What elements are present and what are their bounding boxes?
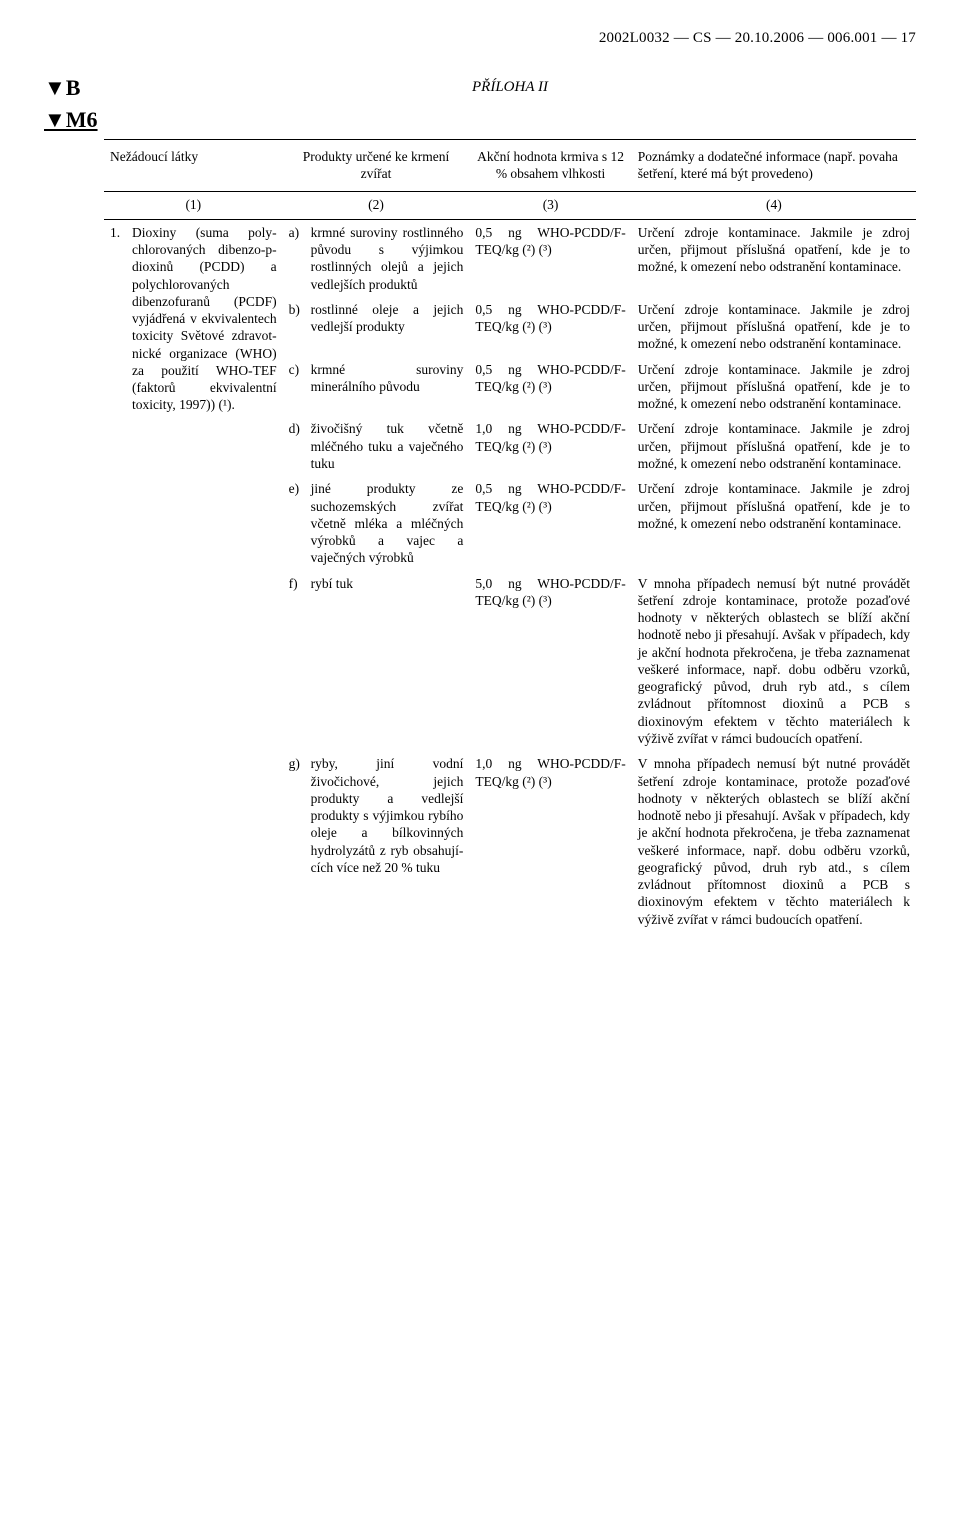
substance-text: Dioxiny (suma poly­chlorovaných dibenzo-… [132,224,277,414]
table-header-row: Nežádoucí látky Produkty určené ke krmen… [104,140,916,192]
product-text: rybí tuk [311,575,464,592]
cell-product: d) živočišný tuk včetně mléčného tuku a … [283,416,470,476]
cell-note: Určení zdroje kontaminace. Jakmile je zd… [632,357,916,417]
cell-value: 1,0 ng WHO-PCDD/F-TEQ/kg (²) (³) [469,751,631,932]
cell-product: g) ryby, jiní vodní živočichové, jejich … [283,751,470,932]
table-container: Nežádoucí látky Produkty určené ke krmen… [44,139,916,932]
th-substances: Nežádoucí látky [104,140,283,192]
product-letter: a) [289,224,305,293]
product-letter: e) [289,480,305,566]
cell-value: 5,0 ng WHO-PCDD/F-TEQ/kg (²) (³) [469,571,631,752]
substance-number: 1. [110,224,126,414]
top-row: ▼B PŘÍLOHA II [44,75,916,101]
colnum-2: (2) [283,191,470,219]
product-text: krmné suroviny minerálního původu [311,361,464,396]
product-text: rostlinné oleje a jejich vedlejší produk… [311,301,464,336]
cell-product: e) jiné produkty ze suchozemských zvířat… [283,476,470,570]
cell-value: 1,0 ng WHO-PCDD/F-TEQ/kg (²) (³) [469,416,631,476]
product-letter: c) [289,361,305,396]
cell-product: a) krmné suroviny rostlinného původu s v… [283,219,470,297]
annex-title: PŘÍLOHA II [104,79,916,101]
th-action-value: Akční hodnota krmiva s 12 % obsahem vlhk… [469,140,631,192]
product-text: krmné suroviny rostlinného původu s výji… [311,224,464,293]
cell-value: 0,5 ng WHO-PCDD/F-TEQ/kg (²) (³) [469,297,631,357]
product-letter: d) [289,420,305,472]
product-letter: f) [289,575,305,592]
cell-value: 0,5 ng WHO-PCDD/F-TEQ/kg (²) (³) [469,476,631,570]
th-notes: Poznámky a dodatečné informace (např. po… [632,140,916,192]
cell-product: f) rybí tuk [283,571,470,752]
page: 2002L0032 — CS — 20.10.2006 — 006.001 — … [0,0,960,1522]
cell-product: b) rostlinné oleje a jejich vedlejší pro… [283,297,470,357]
cell-product: c) krmné suroviny minerálního původu [283,357,470,417]
cell-value: 0,5 ng WHO-PCDD/F-TEQ/kg (²) (³) [469,357,631,417]
table-row: 1. Dioxiny (suma poly­chlorovaných diben… [104,219,916,297]
cell-note: Určení zdroje kontaminace. Jakmile je zd… [632,219,916,297]
cell-note: Určení zdroje kontaminace. Jakmile je zd… [632,416,916,476]
cell-note: Určení zdroje kontaminace. Jakmile je zd… [632,297,916,357]
marker-m6: ▼M6 [44,107,916,133]
marker-b: ▼B [44,75,104,101]
colnum-3: (3) [469,191,631,219]
main-table: Nežádoucí látky Produkty určené ke krmen… [104,139,916,932]
product-text: živočišný tuk včetně mléčného tuku a vaj… [311,420,464,472]
cell-note: V mnoha případech nemusí být nutné prová… [632,571,916,752]
product-letter: g) [289,755,305,876]
cell-substance: 1. Dioxiny (suma poly­chlorovaných diben… [104,219,283,932]
th-products: Produkty určené ke krmení zvířat [283,140,470,192]
product-text: jiné produkty ze suchozemských zvířat vč… [311,480,464,566]
cell-note: V mnoha případech nemusí být nutné prová… [632,751,916,932]
colnum-4: (4) [632,191,916,219]
cell-note: Určení zdroje kontaminace. Jakmile je zd… [632,476,916,570]
table-colnum-row: (1) (2) (3) (4) [104,191,916,219]
doc-header: 2002L0032 — CS — 20.10.2006 — 006.001 — … [44,30,916,47]
cell-value: 0,5 ng WHO-PCDD/F-TEQ/kg (²) (³) [469,219,631,297]
colnum-1: (1) [104,191,283,219]
product-letter: b) [289,301,305,336]
product-text: ryby, jiní vodní živočichové, jejich pro… [311,755,464,876]
